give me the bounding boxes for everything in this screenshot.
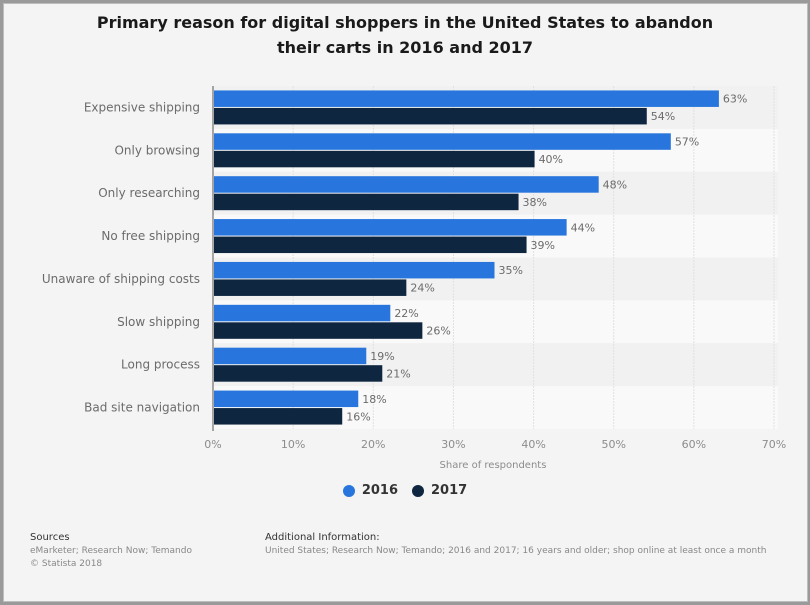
bar-2016 xyxy=(214,347,367,365)
x-tick-label: 0% xyxy=(204,438,221,451)
legend-dot-2017 xyxy=(412,484,424,497)
bar-2017 xyxy=(214,107,647,125)
data-label-2017: 21% xyxy=(386,367,410,380)
bar-2016 xyxy=(214,176,599,193)
x-tick-label: 30% xyxy=(441,438,465,451)
category-label: No free shipping xyxy=(101,229,200,243)
bar-2017 xyxy=(214,322,423,339)
bar-2017 xyxy=(214,236,527,254)
chart-title-line2: their carts in 2016 and 2017 xyxy=(276,38,534,57)
sources-text: eMarketer; Research Now; Temando xyxy=(30,546,192,556)
bar-2016 xyxy=(214,133,671,150)
data-label-2016: 35% xyxy=(499,264,523,277)
data-label-2016: 44% xyxy=(571,221,595,234)
bar-2016 xyxy=(214,219,567,236)
x-tick-label: 40% xyxy=(521,438,545,451)
data-label-2017: 38% xyxy=(523,196,547,209)
data-label-2017: 16% xyxy=(346,410,370,423)
chart-title: Primary reason for digital shoppers in t… xyxy=(0,10,810,60)
category-label: Bad site navigation xyxy=(84,401,200,415)
bar-2016 xyxy=(214,304,391,322)
bar-2017 xyxy=(214,279,407,296)
data-label-2017: 24% xyxy=(410,282,434,295)
x-tick-label: 50% xyxy=(601,438,625,451)
bar-2016 xyxy=(214,390,359,408)
category-label: Expensive shipping xyxy=(84,100,200,114)
data-label-2016: 19% xyxy=(370,350,394,363)
bar-2017 xyxy=(214,365,383,382)
category-label: Long process xyxy=(121,358,200,372)
legend-dot-2016 xyxy=(342,484,355,497)
x-tick-label: 10% xyxy=(281,438,305,451)
x-tick-label: 20% xyxy=(361,438,385,451)
data-label-2016: 48% xyxy=(603,178,627,191)
bar-2016 xyxy=(214,90,719,107)
bar-2017 xyxy=(214,408,343,425)
data-label-2016: 63% xyxy=(723,93,747,106)
sources-title: Sources xyxy=(30,532,70,543)
legend-item-2016[interactable]: 2016 xyxy=(342,483,398,498)
chart-title-line1: Primary reason for digital shoppers in t… xyxy=(96,13,714,32)
additional-info-text: United States; Research Now; Temando; 20… xyxy=(265,546,767,556)
data-label-2017: 39% xyxy=(531,239,555,252)
x-tick-label: 60% xyxy=(682,438,706,451)
x-axis-label: Share of respondents xyxy=(440,460,547,471)
copyright: © Statista 2018 xyxy=(30,559,103,569)
data-label-2017: 26% xyxy=(426,325,450,338)
bar-2017 xyxy=(214,193,519,211)
additional-info-title: Additional Information: xyxy=(265,532,380,543)
data-label-2017: 54% xyxy=(651,110,675,123)
category-label: Slow shipping xyxy=(117,315,200,329)
legend-label-2016: 2016 xyxy=(361,483,398,498)
category-label: Only researching xyxy=(98,186,200,200)
bar-2016 xyxy=(214,261,495,279)
legend-label-2017: 2017 xyxy=(431,483,468,498)
category-label: Only browsing xyxy=(114,143,200,157)
data-label-2016: 18% xyxy=(362,393,386,406)
data-label-2017: 40% xyxy=(539,153,563,166)
category-label: Unaware of shipping costs xyxy=(42,272,200,286)
data-label-2016: 57% xyxy=(675,136,699,149)
x-tick-label: 70% xyxy=(762,438,786,451)
data-label-2016: 22% xyxy=(394,307,418,320)
legend: 2016 2017 xyxy=(0,483,810,498)
legend-item-2017[interactable]: 2017 xyxy=(412,483,467,498)
bar-2017 xyxy=(214,150,535,168)
